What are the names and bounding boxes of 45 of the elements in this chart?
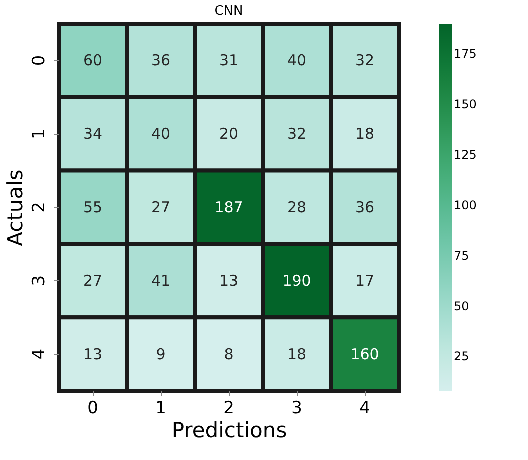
data-label: 187	[214, 198, 244, 216]
x-tick-label: 1	[156, 398, 166, 418]
x-tick-label: 4	[360, 398, 370, 418]
data-label: 36	[355, 198, 375, 216]
color-bar-label: 175	[454, 47, 477, 62]
data-label: 40	[151, 125, 171, 144]
data-label: 34	[83, 125, 103, 144]
color-bar-label: 50	[454, 299, 470, 314]
data-label: 41	[151, 272, 171, 290]
y-tick-label: 0	[30, 55, 50, 66]
data-label: 9	[156, 345, 166, 364]
color-bar-label: 100	[454, 198, 477, 212]
chart-title: CNN	[214, 4, 244, 19]
x-tick-label: 0	[88, 398, 98, 418]
y-axis-title: Actuals	[4, 170, 28, 246]
color-bar-label: 125	[454, 148, 477, 162]
data-label: 32	[287, 125, 307, 144]
y-tick-label: 3	[30, 275, 50, 286]
data-label: 8	[224, 345, 234, 364]
data-label: 55	[83, 198, 103, 216]
data-label: 31	[219, 52, 239, 70]
data-label: 160	[350, 345, 380, 364]
data-label: 28	[287, 198, 307, 216]
data-label: 18	[355, 125, 375, 144]
data-label: 190	[282, 272, 312, 290]
data-label: 27	[151, 198, 171, 216]
color-bar-label: 25	[454, 350, 470, 364]
data-label: 60	[83, 52, 103, 70]
data-label: 13	[83, 345, 103, 364]
y-tick-label: 1	[30, 128, 50, 140]
y-tick-label: 4	[30, 348, 50, 360]
data-label: 40	[287, 52, 307, 70]
data-label: 27	[83, 272, 103, 290]
y-tick-label: 2	[30, 202, 50, 213]
data-label: 36	[151, 52, 171, 70]
data-label: 13	[219, 272, 239, 290]
x-tick-label: 3	[292, 398, 302, 418]
x-tick-label: 2	[224, 398, 234, 418]
data-label: 17	[355, 272, 375, 290]
color-bar-label: 75	[454, 248, 470, 263]
data-label: 20	[219, 125, 239, 144]
color-bar-label: 150	[454, 98, 477, 112]
x-axis-title: Predictions	[172, 418, 288, 442]
data-label: 18	[287, 345, 307, 364]
data-label: 32	[355, 52, 375, 70]
